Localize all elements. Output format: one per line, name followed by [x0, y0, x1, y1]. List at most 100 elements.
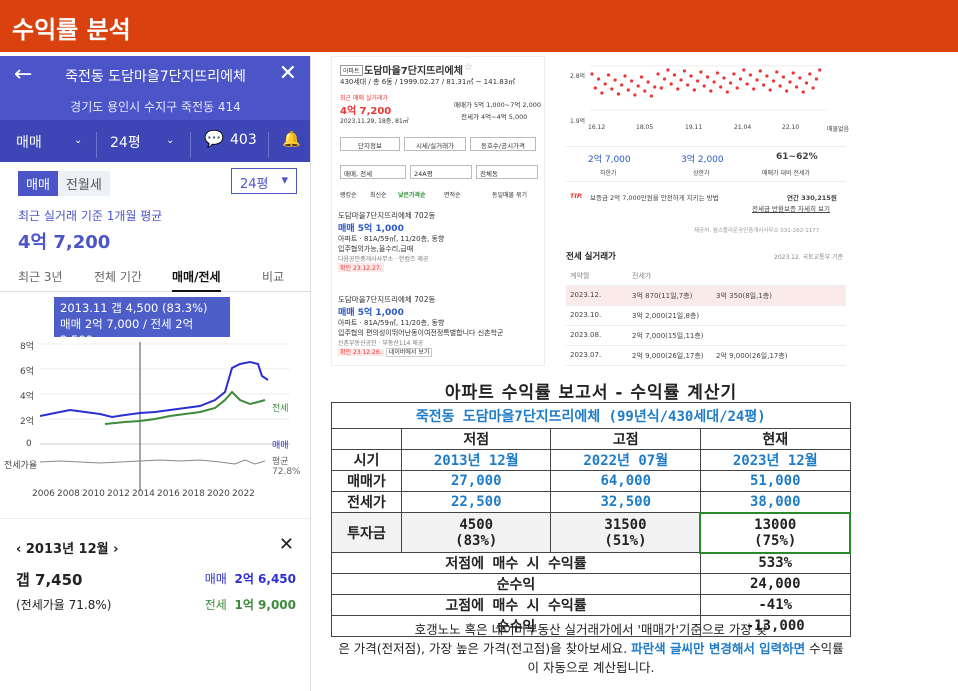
tip-link[interactable]: 전세금 반환보증 자세히 보기 [752, 205, 830, 213]
tab-recent-3y[interactable]: 최근 3년 [18, 270, 63, 284]
deal-row: 2023.12. 3억 870(11일,7층) 3억 350(8일,1층) [566, 286, 846, 306]
sort-rank[interactable]: 랭킹순 [340, 192, 357, 199]
scatter-point [620, 83, 624, 87]
back-arrow-icon[interactable]: ← [14, 62, 33, 87]
report-title: 아파트 수익률 보고서 - 수익률 계산기 [444, 383, 738, 403]
divider [190, 132, 191, 158]
group-same[interactable]: 동일매물 묶기 [492, 192, 528, 199]
scatter-point [765, 74, 769, 78]
deal-type-select[interactable]: 매매 [16, 135, 42, 151]
select-dong[interactable]: 전체동 [476, 165, 538, 179]
complex-address: 경기도 용인시 수지구 죽전동 414 [70, 100, 241, 114]
chevron-left-icon[interactable]: ‹ [16, 542, 26, 557]
detail-jeonse-label: 전세 [204, 598, 227, 612]
card-agent: 다음공인중개사사무소 · 한컴즈 제공 [338, 256, 429, 263]
deal-title: 전세 실거래가 [566, 252, 616, 262]
scatter-point [715, 71, 719, 75]
deal-month: 2023.07. [570, 351, 602, 359]
y-tick: 2.8억 [570, 73, 586, 80]
sort-latest[interactable]: 최신순 [370, 192, 387, 199]
sort-low-price[interactable]: 낮은가격순 [398, 192, 426, 199]
report-note: 호갱노노 혹은 네이버부동산 실거래가에서 '매매가'기준으로 가장 낮 은 가… [331, 620, 851, 677]
y-tick: 0 [26, 439, 32, 449]
tab-compare[interactable]: 비교 [262, 270, 285, 284]
tab-unit[interactable]: 동호수/공시가격 [470, 137, 536, 151]
jeonse-low[interactable]: 22,500 [400, 491, 552, 513]
jeonse-now[interactable]: 38,000 [699, 491, 851, 513]
toggle-sale[interactable]: 매매 [18, 171, 58, 196]
scatter-point [778, 84, 782, 88]
sale-low[interactable]: 27,000 [400, 470, 552, 492]
size-select[interactable]: 24평 [110, 135, 141, 151]
time-high[interactable]: 2022년 07월 [550, 449, 701, 471]
sort-area[interactable]: 면적순 [444, 192, 461, 199]
scatter-point [639, 75, 644, 79]
ratio-avg: 평균 72.8% [272, 457, 301, 477]
tab-all-period[interactable]: 전체 기간 [94, 270, 142, 284]
star-icon[interactable]: ☆ [464, 62, 473, 73]
scatter-point [814, 77, 818, 81]
scatter-point [725, 90, 729, 94]
tip-side: 연간 330,215원 [787, 194, 837, 202]
deal-price-a: 2억 7,000(15일,11층) [632, 332, 704, 340]
stat-low-label: 하한가 [600, 170, 617, 177]
deal-month: 2023.12. [570, 291, 602, 299]
price-chart[interactable] [0, 296, 311, 506]
scatter-point [808, 72, 812, 76]
scatter-point [795, 85, 799, 89]
tab-complex-info[interactable]: 단지정보 [340, 137, 400, 151]
listing-meta: 430세대 / 총 6동 / 1999.02.27 / 81.31㎡ ~ 141… [340, 78, 516, 86]
price-jeonse: 전세가 4억~4억 5,000 [461, 113, 528, 121]
detail-date-nav[interactable]: ‹ 2013년 12월 › [16, 538, 119, 557]
x-tick: 2020 [207, 489, 230, 499]
scatter-points [590, 68, 822, 98]
scatter-point [597, 77, 601, 81]
scatter-point [768, 88, 772, 92]
high-rate-label: 고점에 매수 시 수익률 [331, 594, 701, 616]
invest-high-value: 31500 [604, 516, 647, 533]
card-name: 도담마을7단지뜨리에체 702동 [338, 295, 436, 304]
low-rate: 533% [699, 552, 851, 574]
x-tick: 18.05 [636, 124, 654, 131]
close-icon[interactable]: ✕ [278, 534, 294, 555]
listing-card[interactable]: 도담마을7단지뜨리에체 702동 매매 5억 1,000 아파트 · 81A/5… [338, 294, 538, 357]
stat-ratio-label: 매매가 대비 전세가 [762, 170, 810, 177]
deal-price-a: 2억 9,000(26일,17층) [632, 352, 704, 360]
jeonse-high[interactable]: 32,500 [550, 491, 701, 513]
scatter-point [676, 87, 680, 91]
deal-price-b: 2억 9,000(26일,17층) [716, 352, 788, 360]
scatter-point [762, 83, 766, 87]
tab-price[interactable]: 시세/실거래가 [404, 137, 466, 151]
jeonse-panel: 2.8억 1.9억 16.12 18.05 19.11 21.04 22.10 … [552, 56, 854, 371]
recent-date: 2023.11.29, 18층, 81㎡ [340, 118, 409, 125]
comment-icon[interactable]: 💬 [204, 129, 224, 148]
select-size[interactable]: 24A평 [410, 165, 472, 179]
x-tick: 매물없음 [827, 126, 850, 133]
stat-high: 3억 2,000 [681, 155, 724, 165]
ratio-line [39, 459, 266, 465]
select-deal[interactable]: 매매, 전세 [340, 165, 406, 179]
scatter-point [745, 82, 749, 86]
low-rate-label: 저점에 매수 시 수익률 [331, 552, 701, 574]
note-blue: 파란색 글씨만 변경해서 입력하면 [631, 641, 806, 656]
detail-jeonse-value: 1억 9,000 [234, 598, 296, 612]
size-button[interactable]: 24평 ▾ [231, 168, 297, 194]
sale-now[interactable]: 51,000 [699, 470, 851, 492]
blank-cell [331, 428, 402, 450]
close-icon[interactable]: ✕ [278, 61, 297, 86]
deal-row: 2023.08. 2억 7,000(15일,11층) [566, 326, 846, 346]
tab-sale-rent[interactable]: 매매/전세 [172, 268, 221, 292]
time-now[interactable]: 2023년 12월 [699, 449, 851, 471]
sale-high[interactable]: 64,000 [550, 470, 701, 492]
time-low[interactable]: 2013년 12월 [400, 449, 552, 471]
toggle-rent[interactable]: 전월세 [57, 171, 110, 196]
scatter-point [738, 77, 743, 81]
chevron-down-icon: ⌄ [74, 135, 83, 146]
card-extra[interactable]: 네이버에서 보기 [385, 348, 433, 357]
card-price: 매매 5억 1,000 [338, 308, 404, 318]
chevron-right-icon[interactable]: › [108, 542, 119, 557]
scatter-point [610, 87, 614, 91]
report-subtitle[interactable]: 죽전동 도담마을7단지뜨리에체 (99년식/430세대/24평) [331, 402, 851, 429]
bell-icon[interactable]: 🔔 [282, 130, 301, 148]
listing-card[interactable]: 도담마을7단지뜨리에체 702동 매매 5억 1,000 아파트 · 81A/5… [338, 210, 538, 272]
